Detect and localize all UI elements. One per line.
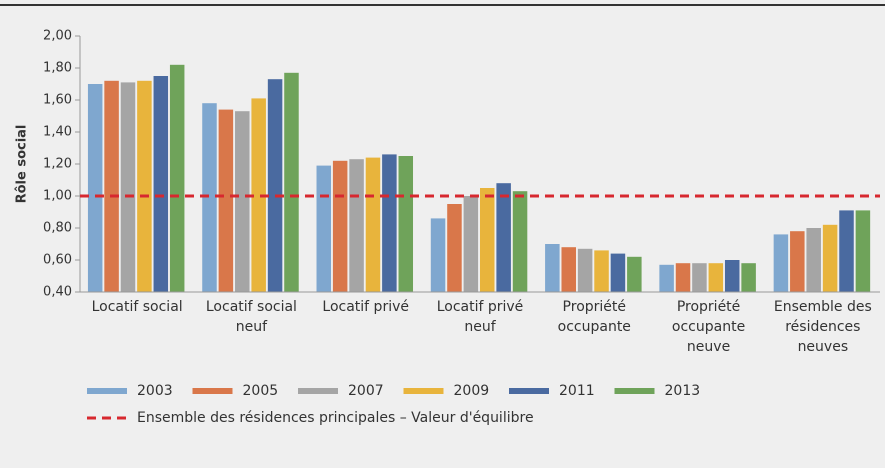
bar	[839, 210, 854, 292]
bar	[463, 196, 479, 292]
bar	[512, 191, 528, 292]
bar	[496, 183, 511, 292]
bar	[790, 231, 805, 292]
x-tick-label: Propriété occupante	[557, 299, 631, 335]
bar	[332, 160, 348, 292]
x-tick-label: Propriété occupante neuve	[671, 299, 746, 355]
legend-label: 2011	[559, 383, 595, 399]
bar	[153, 76, 169, 292]
bar	[659, 264, 674, 292]
bar	[822, 224, 838, 292]
legend-swatch	[192, 388, 233, 394]
bar	[773, 234, 789, 292]
bar	[284, 72, 299, 292]
x-tick-label: Locatif privé	[322, 299, 409, 315]
bar	[724, 260, 740, 292]
x-tick-label: Locatif privé neuf	[436, 299, 524, 335]
bar	[218, 109, 234, 292]
bar	[855, 210, 871, 292]
bar	[675, 263, 691, 292]
bar	[349, 159, 364, 292]
bar	[120, 82, 136, 293]
bar	[545, 244, 560, 292]
y-tick-label: 2,00	[43, 29, 72, 44]
bar	[267, 79, 283, 292]
legend-label: 2003	[137, 383, 173, 399]
legend-label: Ensemble des résidences principales – Va…	[137, 410, 534, 426]
bar	[87, 84, 103, 292]
bar	[480, 188, 495, 292]
legend-swatch	[298, 388, 338, 394]
y-tick-label: 0,60	[43, 253, 72, 268]
bar	[627, 256, 642, 292]
x-tick-label: Locatif social neuf	[205, 299, 297, 335]
y-tick-label: 0,80	[43, 221, 72, 236]
bar	[235, 111, 250, 292]
bar	[398, 156, 414, 292]
bar	[169, 64, 185, 292]
y-tick-label: 1,80	[43, 61, 72, 76]
bar	[251, 98, 266, 293]
y-tick-label: 1,00	[43, 189, 72, 204]
legend-swatch	[509, 388, 549, 394]
y-tick-label: 1,60	[43, 93, 72, 108]
legend-swatch	[403, 388, 444, 394]
y-tick-label: 1,40	[43, 125, 72, 140]
bar	[692, 263, 707, 292]
bar	[365, 157, 381, 292]
legend-label: 2007	[348, 383, 384, 399]
bar	[104, 80, 119, 292]
y-axis-label: Rôle social	[15, 125, 30, 204]
bar	[806, 228, 821, 292]
bar	[577, 248, 593, 292]
legend-swatch	[87, 388, 127, 394]
bar	[137, 80, 152, 292]
x-tick-label: Ensemble des résidences neuves	[773, 299, 872, 355]
bar	[561, 247, 576, 292]
bar	[447, 204, 462, 292]
y-tick-label: 0,40	[43, 285, 72, 300]
x-tick-label: Locatif social	[91, 299, 183, 315]
bar	[708, 263, 724, 292]
bar	[202, 103, 217, 292]
legend-label: 2009	[454, 383, 490, 399]
legend-swatch	[614, 388, 655, 394]
bar	[382, 154, 397, 292]
y-tick-label: 1,20	[43, 157, 72, 172]
bar	[430, 218, 446, 292]
legend-label: 2005	[243, 383, 279, 399]
bar	[610, 253, 626, 292]
bar	[316, 165, 332, 292]
legend-label: 2013	[665, 383, 701, 399]
bar	[594, 250, 609, 292]
bar	[741, 263, 756, 292]
